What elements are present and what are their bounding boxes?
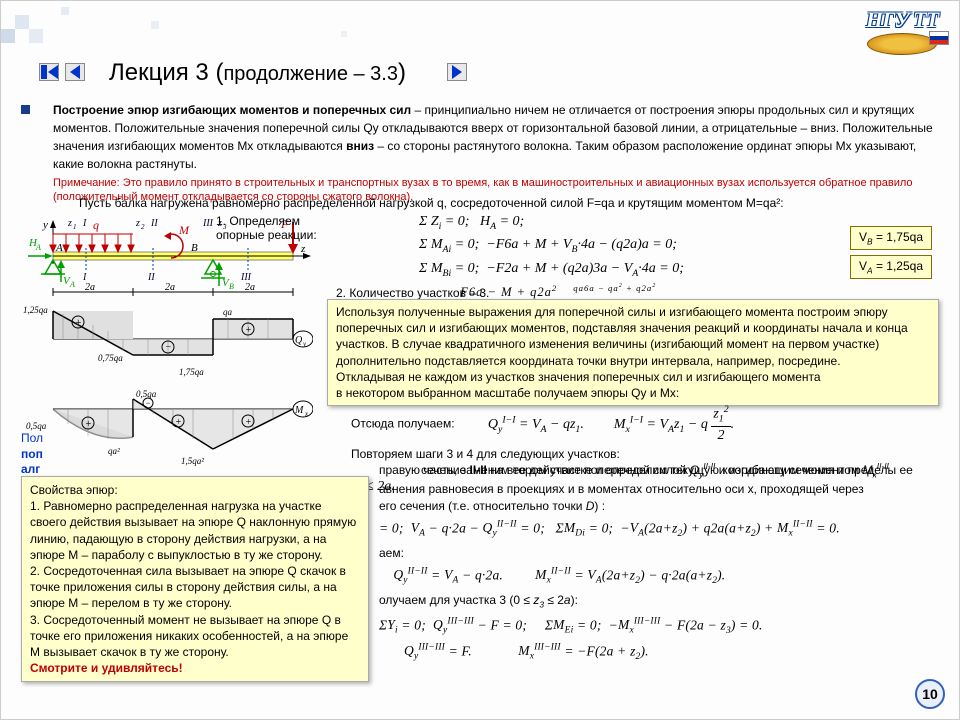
svg-text:z: z [135,218,140,229]
svg-text:z: z [67,218,72,229]
svg-text:B: B [191,242,198,254]
intro-paragraph: Построение эпюр изгибающих моментов и по… [53,101,941,205]
slide-title: Лекция 3 (продолжение – 3.3) [109,59,406,87]
svg-text:2a: 2a [165,282,175,293]
svg-text:1: 1 [73,223,77,231]
svg-text:+: + [75,318,82,329]
svg-text:III: III [202,218,214,229]
svg-text:+: + [175,417,182,428]
explanation-box-1: Используя полученные выражения для попер… [327,299,939,406]
result-va: VA = 1,25qa [850,255,932,279]
header-decoration [1,1,959,41]
svg-text:1,75qa: 1,75qa [179,367,204,377]
svg-text:2: 2 [141,223,145,231]
svg-text:−: − [165,342,172,353]
svg-text:+: + [245,325,252,336]
svg-text:2a: 2a [245,282,255,293]
svg-text:+: + [85,419,92,430]
result-vb: VB = 1,75qa [850,226,932,250]
svg-text:1,25qa: 1,25qa [23,305,48,315]
page-number: 10 [915,679,945,709]
svg-text:II: II [147,272,155,283]
step-1-label: 1. Определяемопорные реакции: [216,214,317,242]
nav-first-button[interactable] [39,63,59,81]
nav-next-button[interactable] [447,63,467,81]
bullet-icon [21,105,30,114]
svg-text:0,5qa: 0,5qa [26,421,47,431]
logo-text: НГУ ТТ [857,7,947,33]
step-2-label: 2. Количество участков – 3. [336,286,489,300]
svg-text:B: B [229,282,234,291]
svg-text:0,75qa: 0,75qa [98,353,123,363]
svg-text:0,5qa: 0,5qa [136,389,157,399]
svg-text:A: A [69,280,75,289]
svg-text:z: z [300,243,306,255]
logo-ellipse [867,33,937,55]
svg-text:I: I [82,218,87,229]
right-derivation: правую часть, заменим ее действие попере… [379,461,944,668]
svg-text:II: II [150,218,158,229]
svg-text:x: x [304,410,309,418]
russia-flag-icon [929,31,949,45]
svg-text:2a: 2a [85,282,95,293]
svg-text:M: M [178,223,190,237]
svg-text:1,5qa²: 1,5qa² [181,456,204,466]
task-statement: Пусть балка нагружена равномерно распред… [79,196,929,210]
svg-text:q: q [93,218,99,232]
svg-text:y: y [42,219,48,231]
svg-text:M: M [294,405,304,416]
epure-properties-box: Свойства эпюр: 1. Равномерно распределен… [21,476,369,682]
svg-text:A: A [55,242,63,254]
svg-text:qa²: qa² [108,446,120,456]
nav-prev-button[interactable] [65,63,85,81]
svg-text:+: + [245,417,252,428]
svg-text:Q: Q [295,335,303,346]
svg-text:qa: qa [223,307,233,317]
svg-text:A: A [35,243,41,252]
svg-text:−: − [145,398,151,408]
